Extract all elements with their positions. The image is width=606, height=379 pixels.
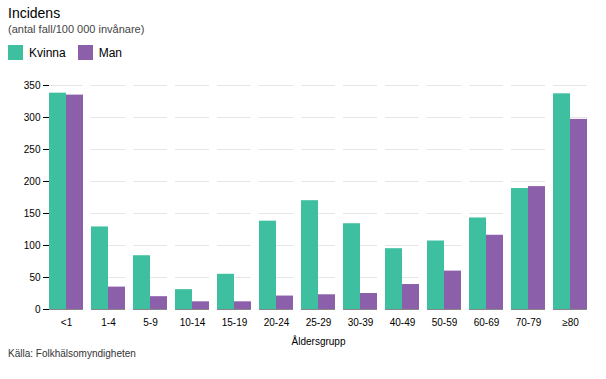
svg-text:50-59: 50-59 [432, 317, 458, 328]
svg-text:10-14: 10-14 [180, 317, 206, 328]
svg-text:Åldersgrupp: Åldersgrupp [292, 335, 346, 347]
svg-text:70-79: 70-79 [516, 317, 542, 328]
svg-text:60-69: 60-69 [474, 317, 500, 328]
html-text:Incidens: Incidens [8, 5, 61, 21]
html-text:Kvinna: Kvinna [29, 45, 66, 60]
svg-text:100: 100 [24, 240, 41, 251]
svg-text:50: 50 [29, 272, 41, 283]
svg-text:30-39: 30-39 [348, 317, 374, 328]
svg-text:0: 0 [35, 304, 41, 315]
svg-text:15-19: 15-19 [222, 317, 248, 328]
svg-text:25-29: 25-29 [306, 317, 332, 328]
svg-text:5-9: 5-9 [143, 317, 158, 328]
svg-text:250: 250 [24, 144, 41, 155]
html-text:Källa: Folkhälsomyndigheten: Källa: Folkhälsomyndigheten [8, 348, 136, 359]
svg-text:150: 150 [24, 208, 41, 219]
svg-text:350: 350 [24, 80, 41, 91]
svg-text:≥80: ≥80 [562, 317, 579, 328]
html-text:Man: Man [98, 45, 122, 60]
html-text:(antal fall/100 000 invånare): (antal fall/100 000 invånare) [8, 23, 145, 35]
svg-text:200: 200 [24, 176, 41, 187]
svg-text:<1: <1 [61, 317, 73, 328]
svg-text:20-24: 20-24 [264, 317, 290, 328]
svg-text:1-4: 1-4 [101, 317, 116, 328]
svg-text:300: 300 [24, 112, 41, 123]
svg-text:40-49: 40-49 [390, 317, 416, 328]
